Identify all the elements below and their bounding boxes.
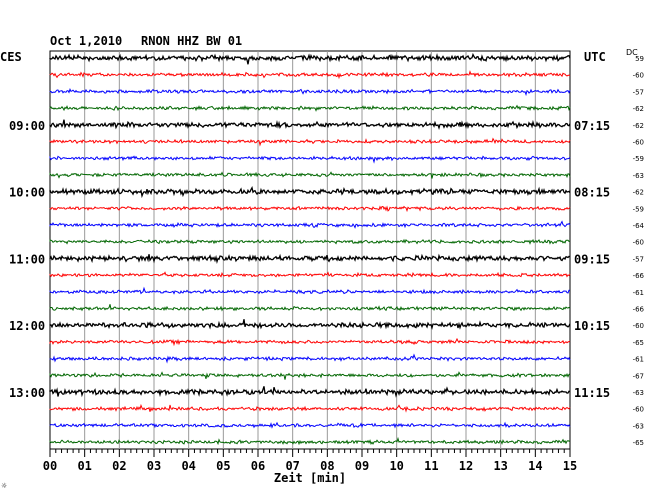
trace-line xyxy=(49,286,571,295)
trace-line xyxy=(49,304,571,312)
trace-line xyxy=(49,238,571,245)
dc-value: -60 xyxy=(633,72,644,80)
trace-line xyxy=(49,253,571,265)
trace-line xyxy=(49,119,571,131)
trace-line xyxy=(49,205,571,213)
dc-value: -63 xyxy=(633,422,644,430)
trace-line xyxy=(49,319,571,330)
x-tick-label: 03 xyxy=(147,459,161,473)
x-tick-label: 04 xyxy=(181,459,195,473)
dc-value: -60 xyxy=(633,406,644,414)
dc-value: -64 xyxy=(633,222,645,230)
trace-line xyxy=(49,436,571,446)
x-tick-label: 07 xyxy=(285,459,299,473)
x-tick-label: 10 xyxy=(389,459,403,473)
trace-line xyxy=(49,421,571,429)
dc-value: -63 xyxy=(633,172,644,180)
dc-value: -67 xyxy=(633,372,644,380)
dc-value: -60 xyxy=(633,322,644,330)
trace-line xyxy=(49,353,571,364)
trace-line xyxy=(49,87,571,97)
dc-value: -57 xyxy=(633,255,644,263)
left-time-label: 09:00 xyxy=(9,119,45,133)
dc-value: -57 xyxy=(633,88,644,96)
chart-station: RNON HHZ BW 01 xyxy=(141,34,242,48)
right-time-label: 07:15 xyxy=(574,119,610,133)
trace-line xyxy=(49,137,571,147)
x-tick-label: 06 xyxy=(251,459,265,473)
vertical-gridlines xyxy=(84,51,536,449)
dc-value: -61 xyxy=(633,356,644,364)
right-time-label: 10:15 xyxy=(574,319,610,333)
x-tick-label: 11 xyxy=(424,459,438,473)
right-time-labels: 07:15 08:15 09:15 10:15 11:15 xyxy=(574,119,610,400)
left-time-label: 10:00 xyxy=(9,186,45,200)
left-time-label: 12:00 xyxy=(9,319,45,333)
footnote-mark: ☼ xyxy=(1,482,7,490)
seismic-traces xyxy=(49,52,571,446)
x-tick-label: 01 xyxy=(77,459,91,473)
x-tick-label: 09 xyxy=(355,459,369,473)
right-time-label: 09:15 xyxy=(574,252,610,266)
trace-line xyxy=(49,371,571,380)
x-tick-label: 13 xyxy=(493,459,507,473)
dc-value: -65 xyxy=(633,339,644,347)
trace-line xyxy=(49,186,571,199)
dc-value: -60 xyxy=(633,239,644,247)
dc-value: -61 xyxy=(633,289,644,297)
dc-value: -60 xyxy=(633,139,644,147)
dc-value: -62 xyxy=(633,189,644,197)
right-time-label: 11:15 xyxy=(574,386,610,400)
trace-line xyxy=(49,52,571,65)
trace-line xyxy=(49,70,571,80)
dc-value: -59 xyxy=(633,155,644,163)
x-axis: 00 01 02 03 04 05 06 07 08 09 10 11 12 13 14 15 xyxy=(43,449,577,473)
trace-line xyxy=(49,337,571,347)
trace-line xyxy=(49,104,571,112)
x-tick-label: 14 xyxy=(528,459,542,473)
trace-line xyxy=(49,220,571,229)
trace-line xyxy=(49,386,571,398)
plot-frame xyxy=(49,50,571,450)
dc-value-labels: 59 -60 -57 -62 -62 -60 -59 -63 -62 -59 -64 -60 -57 -6… xyxy=(633,55,645,447)
x-tick-label: 12 xyxy=(459,459,473,473)
dc-value: -59 xyxy=(633,205,644,213)
dc-value: 59 xyxy=(635,55,644,63)
x-tick-label: 08 xyxy=(320,459,334,473)
x-tick-label: 00 xyxy=(43,459,57,473)
x-tick-label: 02 xyxy=(112,459,126,473)
dc-value: -65 xyxy=(633,439,644,447)
left-time-labels: 09:00 10:00 11:00 12:00 13:00 xyxy=(9,119,45,400)
chart-date: Oct 1,2010 xyxy=(50,34,122,48)
dc-value: -62 xyxy=(633,122,644,130)
left-zone-label: CES xyxy=(0,50,22,64)
right-zone-label: UTC xyxy=(584,50,606,64)
dc-value: -66 xyxy=(633,272,645,280)
dc-value: -62 xyxy=(633,105,644,113)
x-tick-label: 15 xyxy=(563,459,577,473)
dc-value: -66 xyxy=(633,306,645,314)
trace-line xyxy=(49,155,571,164)
x-axis-label: Zeit [min] xyxy=(274,471,346,485)
dc-header-label: DC xyxy=(626,48,638,57)
trace-line xyxy=(49,271,571,278)
dc-value: -63 xyxy=(633,389,644,397)
trace-line xyxy=(49,403,571,413)
trace-line xyxy=(49,171,571,179)
x-tick-label: 05 xyxy=(216,459,230,473)
left-time-label: 13:00 xyxy=(9,386,45,400)
left-time-label: 11:00 xyxy=(9,252,45,266)
right-time-label: 08:15 xyxy=(574,186,610,200)
